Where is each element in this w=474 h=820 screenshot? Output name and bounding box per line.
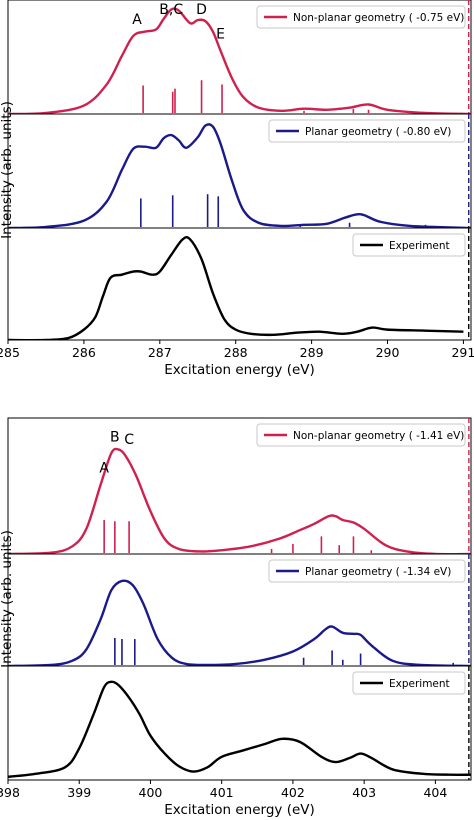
legend-label: Experiment (389, 678, 450, 690)
legend-box (352, 233, 466, 257)
x-tick-label: 402 (281, 785, 305, 800)
legend: Planar geometry ( -0.80 eV) (268, 119, 466, 143)
legend-label: Non-planar geometry ( -0.75 eV) (293, 12, 464, 24)
y-axis-title: Intensity (arb. units) (0, 530, 15, 668)
legend: Experiment (352, 671, 466, 695)
panel-data (8, 554, 471, 666)
panel-data (8, 666, 471, 780)
x-axis: 285 286 287 288 289 290 291 (0, 340, 474, 360)
series-line-3 (8, 236, 464, 340)
series-line-1 (8, 7, 471, 114)
panel-data (8, 0, 471, 114)
legend-box (268, 119, 466, 143)
x-tick-label: 404 (423, 785, 447, 800)
chart-2-panel-3: Experiment (7, 665, 472, 781)
legend-box (256, 5, 466, 29)
peak-label-a: A (132, 12, 142, 28)
panel-data (8, 114, 471, 228)
series-line-2 (8, 123, 471, 228)
chart-2-panel-2: Planar geometry ( -1.34 eV) (7, 553, 472, 667)
legend-box (256, 423, 466, 447)
x-tick-label: 285 (0, 345, 20, 360)
x-tick-label: 289 (300, 345, 324, 360)
x-axis: 398 399 400 401 402 403 404 (0, 780, 447, 800)
x-tick-label: 398 (0, 785, 20, 800)
x-tick-label: 290 (376, 345, 400, 360)
x-tick-label: 288 (224, 345, 248, 360)
legend: Experiment (352, 233, 466, 257)
series-line-3 (8, 680, 471, 779)
series-line-2 (8, 579, 471, 666)
x-axis-title: Excitation energy (eV) (164, 362, 315, 378)
legend: Planar geometry ( -1.34 eV) (268, 559, 466, 583)
legend-box (268, 559, 466, 583)
series-line-1 (8, 447, 471, 554)
legend: Non-planar geometry ( -0.75 eV) (256, 5, 466, 29)
chart-1-panel-2: Planar geometry ( -0.80 eV) (7, 113, 472, 229)
legend-label: Non-planar geometry ( -1.41 eV) (293, 430, 464, 442)
x-tick-label: 286 (72, 345, 96, 360)
legend: Non-planar geometry ( -1.41 eV) (256, 423, 466, 447)
peak-label-b: B (110, 429, 120, 445)
peak-label-bc: B,C (159, 2, 183, 18)
chart-1-panel-1: Non-planar geometry ( -0.75 eV) A B,C DE (7, 0, 472, 115)
y-axis-title: Intensity (arb. units) (0, 101, 15, 239)
legend-label: Planar geometry ( -1.34 eV) (305, 566, 451, 578)
legend-label: Experiment (389, 240, 450, 252)
panel-frame (7, 227, 472, 341)
x-tick-label: 401 (210, 785, 234, 800)
peak-label-d: D (196, 2, 207, 18)
chart-2-panel-1: Non-planar geometry ( -1.41 eV) AB C (7, 417, 472, 555)
peak-label-c: C (124, 432, 134, 448)
peak-label-a: A (99, 461, 109, 477)
x-axis-title: Excitation energy (eV) (164, 802, 315, 818)
panel-data (8, 418, 471, 554)
legend-label: Planar geometry ( -0.80 eV) (305, 126, 451, 138)
chart-2: Non-planar geometry ( -1.41 eV) AB C Planar… (0, 417, 472, 818)
panel-data (8, 228, 470, 340)
x-tick-label: 403 (352, 785, 376, 800)
peak-label-e: E (216, 27, 225, 43)
x-tick-label: 291 (451, 345, 474, 360)
chart-1-panel-3: Experiment (7, 227, 472, 341)
legend-box (352, 671, 466, 695)
chart-1: Non-planar geometry ( -0.75 eV) A B,C DE Pla… (0, 0, 474, 378)
x-tick-label: 400 (139, 785, 163, 800)
panel-frame (7, 665, 472, 781)
x-tick-label: 287 (148, 345, 172, 360)
x-tick-label: 399 (67, 785, 91, 800)
